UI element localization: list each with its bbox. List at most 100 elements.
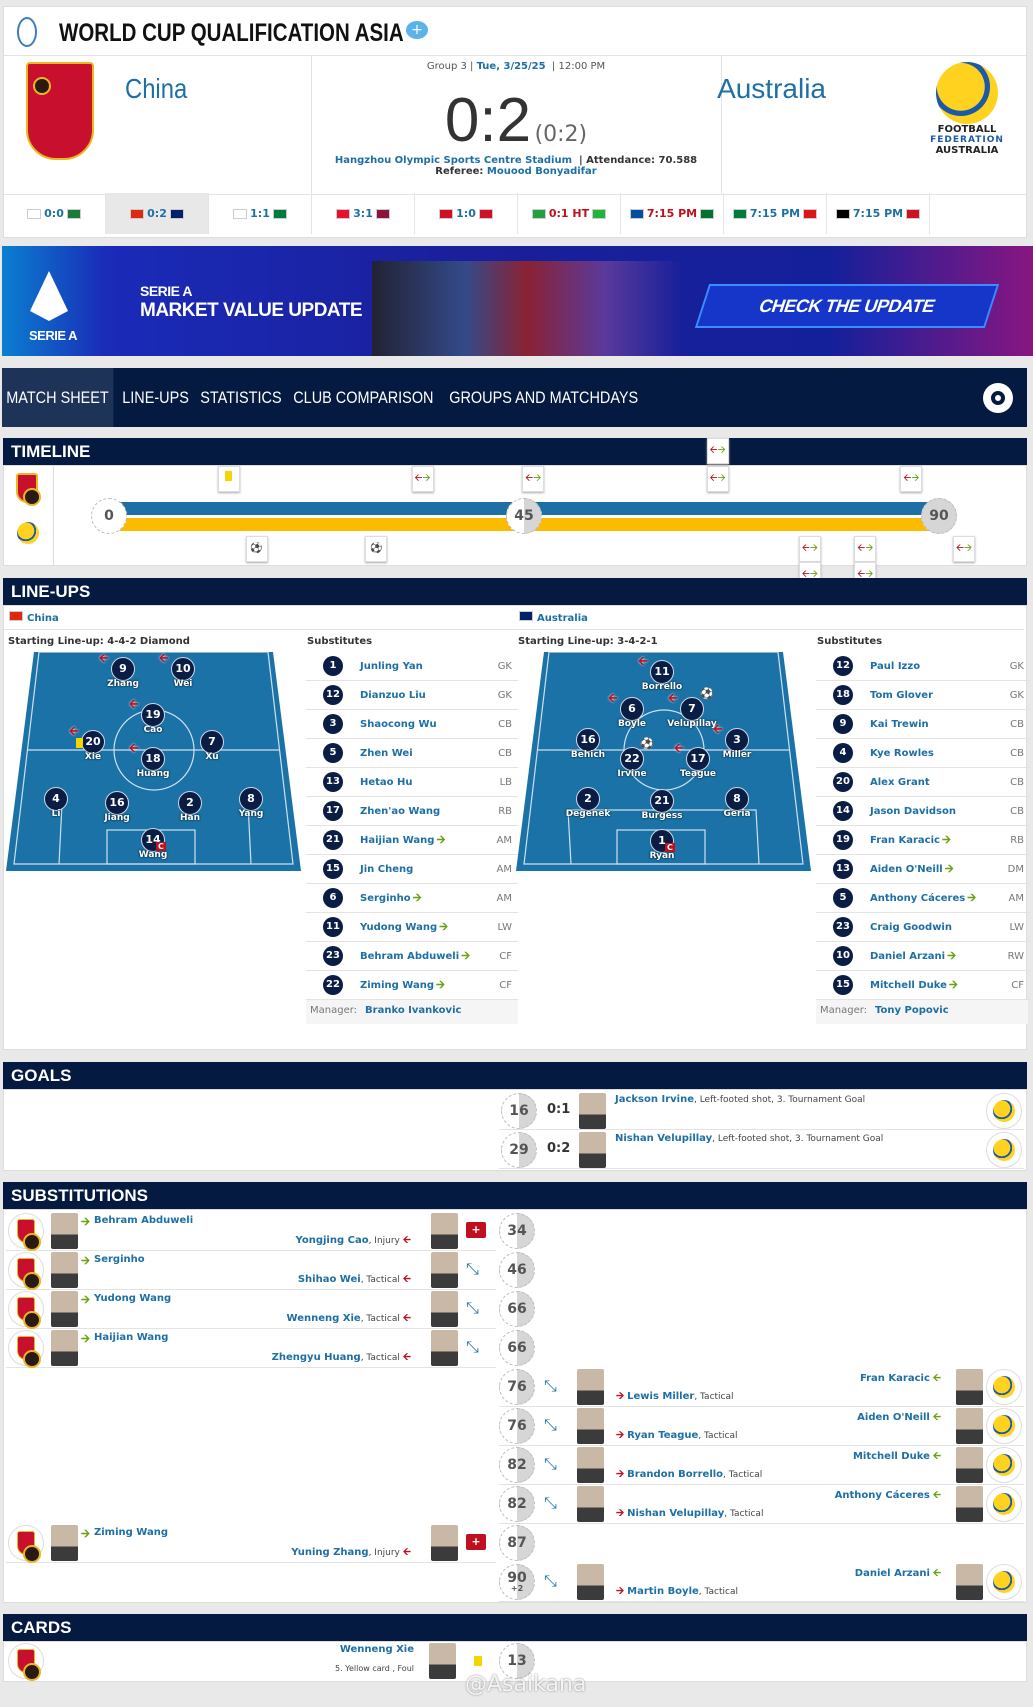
substitute-row[interactable]: 20 Alex Grant CB [816, 768, 1030, 797]
substitute-name[interactable]: Paul Izzo [870, 660, 921, 672]
substitute-row[interactable]: 15 Mitchell Duke 🡪 CF [816, 971, 1030, 1000]
player-xie[interactable]: 20 Xie 🡨 [63, 724, 123, 762]
player-xu[interactable]: 7 Xu [182, 730, 242, 762]
substitute-name[interactable]: Fran Karacic [870, 834, 940, 846]
player-in-photo[interactable] [956, 1369, 983, 1405]
player-in-photo[interactable] [956, 1564, 983, 1600]
substitute-row[interactable]: 10 Daniel Arzani 🡪 RW [816, 942, 1030, 971]
substitute-name[interactable]: Daniel Arzani [870, 950, 946, 962]
check-update-button[interactable]: CHECK THE UPDATE [694, 284, 1000, 328]
substitute-row[interactable]: 23 Craig Goodwin LW [816, 913, 1030, 942]
follow-icon[interactable]: + [406, 21, 428, 39]
fixture-2[interactable]: 1:1 [209, 193, 312, 234]
player-irvine[interactable]: 22 Irvine ⚽ [602, 737, 662, 779]
card-player-name[interactable]: Wenneng Xie [339, 1644, 414, 1655]
player-photo[interactable] [429, 1643, 456, 1679]
substitute-name[interactable]: Zhen'ao Wang [360, 805, 441, 817]
player-photo[interactable] [579, 1093, 606, 1129]
fixture-3[interactable]: 3:1 [312, 193, 415, 234]
substitute-name[interactable]: Shaocong Wu [360, 718, 437, 730]
player-jiang[interactable]: 16 Jiang [87, 791, 147, 823]
player-in-photo[interactable] [956, 1408, 983, 1444]
scorer-name[interactable]: Nishan Velupillay [615, 1133, 713, 1144]
player-out-name[interactable]: Wenneng Xie [286, 1313, 361, 1324]
player-in-name[interactable]: Mitchell Duke [852, 1451, 930, 1462]
substitute-row[interactable]: 12 Paul Izzo GK [816, 652, 1030, 681]
fixture-7[interactable]: 7:15 PM [724, 193, 827, 234]
substitute-name[interactable]: Serginho [360, 892, 411, 904]
player-out-photo[interactable] [577, 1408, 604, 1444]
substitute-row[interactable]: 4 Kye Rowles CB [816, 739, 1030, 768]
substitution-marker[interactable]: 🡨🡪 [953, 536, 975, 562]
goal-marker[interactable]: ⚽ [245, 536, 268, 562]
away-team-row[interactable]: Australia [514, 606, 1024, 630]
substitute-name[interactable]: Alex Grant [870, 776, 930, 788]
player-out-name[interactable]: Yuning Zhang [291, 1547, 369, 1558]
player-velupillay[interactable]: 7 Velupillay 🡨 ⚽ [662, 687, 722, 729]
player-wei[interactable]: 10 Wei 🡨 [153, 651, 213, 689]
substitute-name[interactable]: Kai Trewin [870, 718, 929, 730]
player-borrello[interactable]: 11 Borrello 🡨 [632, 654, 692, 692]
yellow-card-marker[interactable] [217, 466, 240, 492]
substitute-name[interactable]: Dianzuo Liu [360, 689, 426, 701]
fixture-4[interactable]: 1:0 [415, 193, 518, 234]
player-out-photo[interactable] [431, 1213, 458, 1249]
manager-name[interactable]: Tony Popovic [875, 1005, 949, 1016]
player-in-photo[interactable] [51, 1252, 78, 1288]
substitute-row[interactable]: 18 Tom Glover GK [816, 681, 1030, 710]
player-out-photo[interactable] [577, 1447, 604, 1483]
fixture-0[interactable]: 0:0 [3, 193, 106, 234]
player-out-photo[interactable] [431, 1252, 458, 1288]
substitute-name[interactable]: Mitchell Duke [870, 979, 947, 991]
player-in-name[interactable]: Fran Karacic [859, 1373, 930, 1384]
player-burgess[interactable]: 21 Burgess [632, 789, 692, 821]
player-ryan[interactable]: 1 Ryan C [632, 829, 692, 861]
tab-line-ups[interactable]: LINE-UPS [122, 388, 190, 407]
player-teague[interactable]: 17 Teague 🡨 [668, 741, 728, 779]
substitute-name[interactable]: Behram Abduweli [360, 950, 460, 962]
china-logo[interactable] [26, 62, 94, 160]
player-in-name[interactable]: Serginho [94, 1254, 145, 1265]
substitute-row[interactable]: 5 Anthony Cáceres 🡪 AM [816, 884, 1030, 913]
player-out-name[interactable]: Lewis Miller [627, 1391, 695, 1402]
substitute-row[interactable]: 17 Zhen'ao Wang RB [306, 797, 518, 826]
player-out-name[interactable]: Shihao Wei [297, 1274, 361, 1285]
player-out-photo[interactable] [577, 1564, 604, 1600]
substitution-marker[interactable]: 🡨🡪 [706, 466, 729, 492]
ad-banner[interactable]: SERIE A SERIE A MARKET VALUE UPDATE CHEC… [2, 246, 1033, 356]
substitution-marker[interactable]: 🡨🡪 [854, 536, 877, 562]
tab-groups-and-matchdays[interactable]: GROUPS AND MATCHDAYS [448, 388, 638, 407]
fixture-8[interactable]: 7:15 PM [827, 193, 930, 234]
player-out-photo[interactable] [431, 1291, 458, 1327]
substitute-name[interactable]: Ziming Wang [360, 979, 434, 991]
substitute-name[interactable]: Haijian Wang [360, 834, 435, 846]
player-behich[interactable]: 16 Behich [558, 728, 618, 760]
player-out-photo[interactable] [577, 1369, 604, 1405]
fixture-1[interactable]: 0:2 [106, 193, 209, 234]
substitute-name[interactable]: Jin Cheng [360, 863, 414, 875]
substitute-name[interactable]: Yudong Wang [360, 921, 438, 933]
player-degenek[interactable]: 2 Degenek [558, 787, 618, 819]
player-in-photo[interactable] [956, 1486, 983, 1522]
home-team-row[interactable]: China [4, 606, 514, 630]
fixture-6[interactable]: 7:15 PM [621, 193, 724, 234]
player-boyle[interactable]: 6 Boyle 🡨 [602, 691, 662, 729]
substitute-name[interactable]: Craig Goodwin [870, 921, 952, 933]
player-in-name[interactable]: Anthony Cáceres [834, 1490, 930, 1501]
substitute-row[interactable]: 23 Behram Abduweli 🡪 CF [306, 942, 518, 971]
player-photo[interactable] [579, 1132, 606, 1168]
substitute-name[interactable]: Anthony Cáceres [870, 892, 966, 904]
player-in-name[interactable]: Haijian Wang [94, 1332, 169, 1343]
match-date[interactable]: Tue, 3/25/25 [476, 61, 546, 72]
substitute-name[interactable]: Junling Yan [360, 660, 423, 672]
substitute-row[interactable]: 11 Yudong Wang 🡪 LW [306, 913, 518, 942]
substitute-row[interactable]: 1 Junling Yan GK [306, 652, 518, 681]
substitute-row[interactable]: 13 Aiden O'Neill 🡪 DM [816, 855, 1030, 884]
substitute-name[interactable]: Zhen Wei [360, 747, 413, 759]
gear-icon[interactable] [983, 383, 1013, 413]
manager-name[interactable]: Branko Ivankovic [365, 1005, 462, 1016]
home-team-name[interactable]: China [125, 73, 188, 104]
player-in-photo[interactable] [51, 1330, 78, 1366]
scorer-name[interactable]: Jackson Irvine [615, 1094, 694, 1105]
tab-match-sheet[interactable]: MATCH SHEET [2, 368, 113, 427]
